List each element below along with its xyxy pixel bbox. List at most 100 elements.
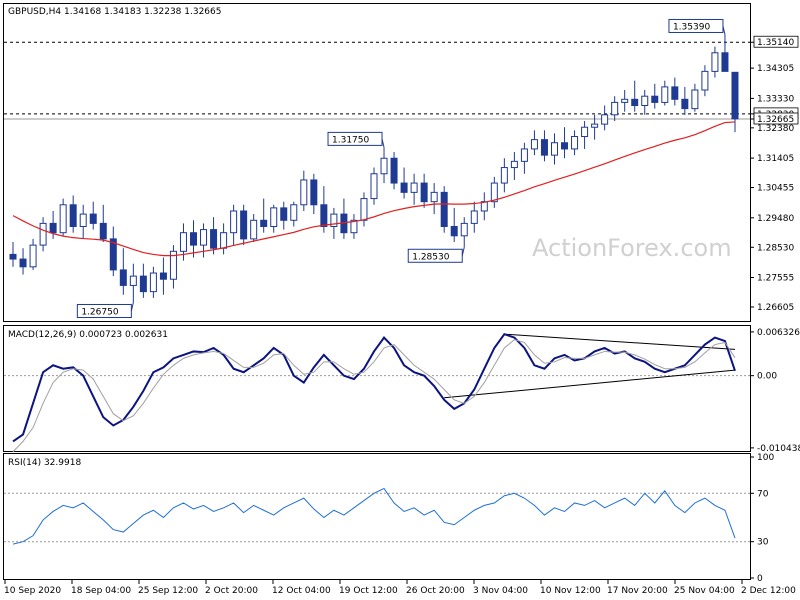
- candle-body: [109, 238, 117, 271]
- candle-body: [701, 70, 709, 91]
- price-label-box: [76, 303, 132, 318]
- candle-body: [270, 207, 278, 227]
- candle-body: [89, 213, 97, 224]
- candle-body: [190, 232, 198, 246]
- candle-body: [601, 114, 609, 125]
- candle-body: [430, 191, 438, 203]
- rsi-y-tick-label: 100: [757, 453, 774, 463]
- candle-body: [721, 52, 729, 72]
- candle-body: [79, 213, 87, 227]
- macd-series-macd: [12, 332, 736, 443]
- price-y-tick-label: 1.27555: [757, 274, 794, 284]
- price-y-tick-label: 1.33330: [757, 94, 794, 104]
- macd-series-signal: [12, 339, 736, 453]
- candle-body: [460, 222, 468, 237]
- candle-body: [591, 123, 599, 128]
- x-tick-label: 18 Sep 04:00: [71, 586, 131, 596]
- candle-body: [139, 275, 147, 293]
- x-tick-label: 25 Sep 12:00: [138, 586, 198, 596]
- candle-body: [149, 272, 157, 293]
- candle-body: [9, 253, 17, 260]
- macd-y-tick-label: 0.00: [757, 372, 777, 382]
- candle-body: [641, 95, 649, 107]
- candle-body: [159, 272, 167, 280]
- macd-y-tick-label: 0.006326: [757, 328, 800, 338]
- candle-body: [410, 182, 418, 193]
- candle-body: [280, 207, 288, 221]
- candle-body: [581, 126, 589, 138]
- candle-body: [510, 160, 518, 169]
- candle-body: [59, 204, 67, 234]
- candle-body: [49, 222, 57, 234]
- candle-body: [310, 179, 318, 206]
- price-panel-frame: [3, 3, 751, 322]
- candle-body: [210, 229, 218, 249]
- price-y-tick-label: 1.31405: [757, 154, 794, 164]
- candle-body: [19, 258, 27, 268]
- rsi-y-tick-label: 0: [757, 574, 763, 584]
- rsi-title: RSI(14) 32.9918: [8, 458, 81, 468]
- candle-body: [250, 219, 258, 240]
- candle-body: [450, 225, 458, 237]
- price-y-tick-label: 1.34305: [757, 64, 794, 74]
- rsi-layer: [4, 487, 750, 545]
- candle-body: [711, 52, 719, 72]
- price-label: 1.26750: [81, 307, 118, 317]
- price-y-tick-label: 1.32665: [757, 115, 794, 125]
- candle-body: [500, 167, 508, 184]
- candle-body: [220, 232, 228, 249]
- rsi-y-tick-label: 70: [757, 489, 769, 499]
- rsi-line: [12, 487, 736, 545]
- price-y-tick-label: 1.35140: [757, 38, 794, 48]
- candle-body: [350, 219, 358, 234]
- candle-body: [520, 148, 528, 162]
- x-tick-label: 2 Dec 12:00: [741, 586, 796, 596]
- price-y-tick-label: 1.32380: [757, 124, 794, 134]
- x-tick-label: 19 Oct 12:00: [339, 586, 398, 596]
- candle-body: [200, 229, 208, 246]
- candle-body: [390, 157, 398, 184]
- candle-body: [169, 250, 177, 280]
- candle-body: [330, 213, 338, 227]
- candle-body: [360, 198, 368, 221]
- candle-body: [119, 269, 127, 286]
- price-y-tick-label: 1.26605: [757, 303, 794, 313]
- x-tick-label: 26 Oct 20:00: [406, 586, 465, 596]
- x-tick-label: 12 Oct 04:00: [272, 586, 331, 596]
- candle-body: [39, 222, 47, 246]
- price-label-box: [668, 18, 724, 33]
- candle-body: [561, 142, 569, 150]
- candle-body: [290, 204, 298, 221]
- candle-body: [470, 210, 478, 224]
- candle-body: [571, 136, 579, 150]
- candle-body: [631, 98, 639, 107]
- x-tick-label: 17 Nov 20:00: [607, 586, 668, 596]
- x-tick-label: 3 Nov 04:00: [473, 586, 528, 596]
- candle-body: [420, 182, 428, 203]
- candle-body: [530, 139, 538, 150]
- candle-body: [370, 173, 378, 200]
- candle-body: [179, 232, 187, 252]
- candle-body: [540, 139, 548, 156]
- candle-body: [681, 98, 689, 110]
- x-tick-label: 10 Sep 2020: [4, 586, 61, 596]
- candle-body: [69, 204, 77, 227]
- macd-trendline-lower: [444, 369, 736, 399]
- price-y-tick-label: 1.30455: [757, 184, 794, 194]
- price-label: 1.28530: [412, 252, 449, 262]
- watermark: ActionForex.com: [532, 234, 732, 262]
- price-chart-title: GBPUSD,H4 1.34168 1.34183 1.32238 1.3266…: [8, 7, 221, 17]
- candle-body: [661, 86, 669, 103]
- candle-body: [671, 86, 679, 100]
- price-layer: 1.35390 1.31750 1.28530 1.26750: [4, 18, 750, 318]
- price-label: 1.35390: [673, 22, 710, 32]
- x-tick-label: 25 Nov 04:00: [674, 586, 735, 596]
- candle-body: [320, 204, 328, 227]
- candle-body: [230, 210, 238, 234]
- x-tick-label: 2 Oct 20:00: [205, 586, 258, 596]
- price-label: 1.31750: [332, 135, 369, 145]
- price-y-tick-label: 1.28530: [757, 243, 794, 253]
- candle-body: [380, 157, 388, 175]
- candle-body: [691, 89, 699, 110]
